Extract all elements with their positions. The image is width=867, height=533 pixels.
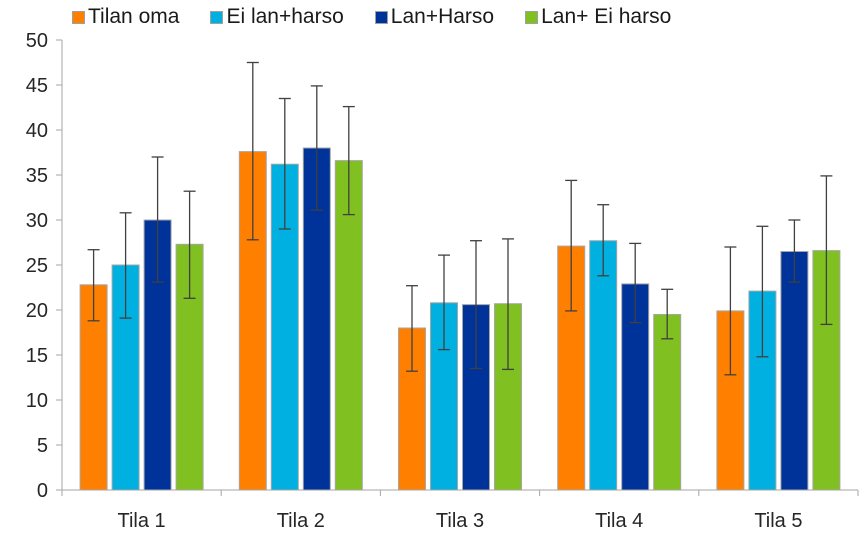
y-tick-label: 35: [26, 165, 48, 187]
legend-label: Ei lan+harso: [226, 5, 344, 28]
y-tick-label: 45: [26, 75, 48, 97]
legend-swatch: [210, 10, 224, 24]
legend-item: Lan+Harso: [374, 5, 495, 29]
y-tick-label: 25: [26, 255, 48, 277]
x-tick-label: Tila 1: [118, 510, 166, 532]
legend-label: Tilan oma: [88, 5, 180, 28]
x-tick-label: Tila 3: [436, 510, 484, 532]
bar: [780, 251, 809, 491]
legend-swatch: [374, 10, 388, 24]
y-tick-label: 50: [26, 30, 48, 52]
y-tick-label: 40: [26, 120, 48, 142]
y-tick-label: 5: [37, 435, 48, 457]
bar: [716, 310, 745, 491]
y-tick-label: 0: [37, 480, 48, 502]
y-tick-label: 20: [26, 300, 48, 322]
bar: [589, 240, 618, 491]
legend-item: Ei lan+harso: [210, 5, 344, 29]
bar: [334, 160, 363, 491]
y-tick-label: 30: [26, 210, 48, 232]
x-tick-label: Tila 2: [277, 510, 325, 532]
legend-label: Lan+Harso: [390, 5, 495, 28]
legend-label: Lan+ Ei harso: [541, 5, 672, 28]
x-tick-label: Tila 4: [595, 510, 643, 532]
y-tick-label: 10: [26, 390, 48, 412]
legend-item: Tilan oma: [72, 5, 179, 29]
bar: [653, 314, 682, 491]
legend-swatch: [525, 10, 539, 24]
x-tick-label: Tila 5: [754, 510, 802, 532]
chart-legend: Tilan oma Ei lan+harso Lan+Harso Lan+ Ei ha…: [72, 5, 702, 29]
y-tick-label: 15: [26, 345, 48, 367]
legend-swatch: [72, 10, 85, 24]
legend-item: Lan+ Ei harso: [525, 5, 671, 29]
